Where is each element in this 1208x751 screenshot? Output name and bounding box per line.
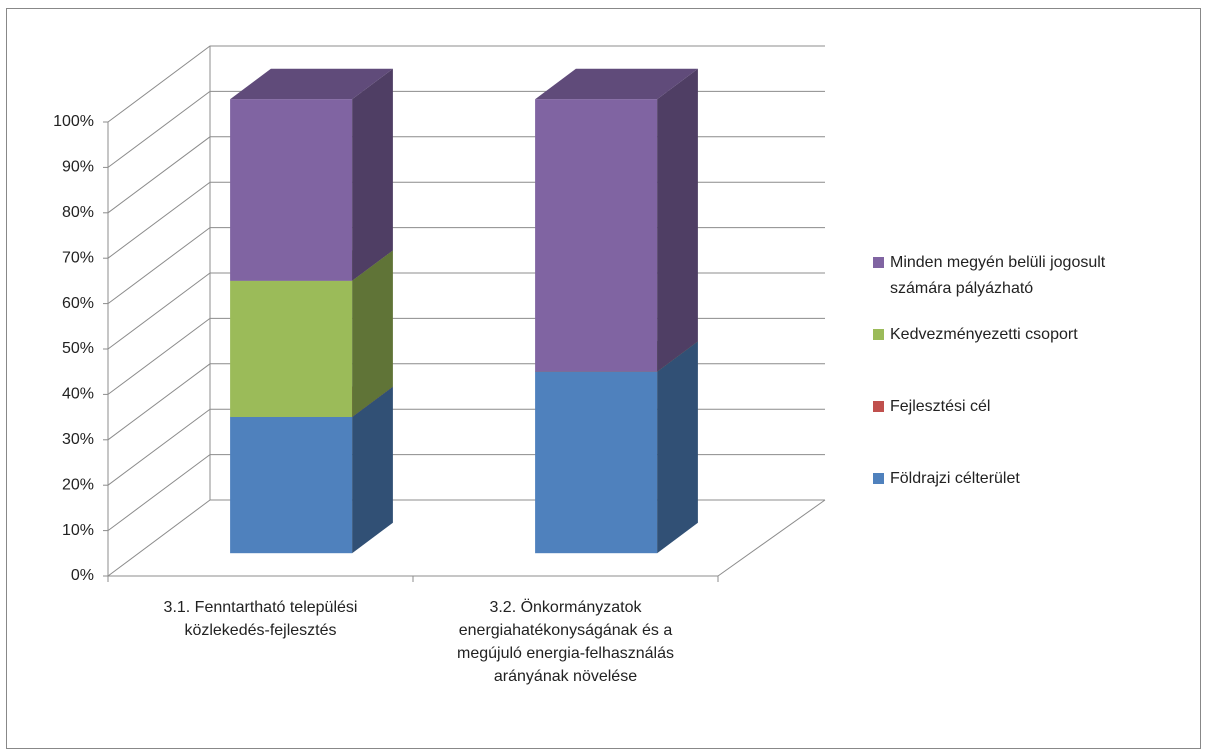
bar [230,417,353,554]
legend-label: Földrajzi célterület [890,470,1020,487]
y-tick-label: 20% [62,476,94,493]
bar-side [657,341,698,554]
bar [535,99,658,372]
axis [717,499,826,577]
legend-swatch [873,473,884,484]
legend-swatch [873,329,884,340]
y-tick-label: 30% [62,431,94,448]
legend-label: Fejlesztési cél [890,398,991,415]
y-tick-label: 0% [71,567,94,584]
x-tick-label: 3.2. Önkormányzatok energiahatékonyságán… [456,599,675,685]
y-tick-label: 40% [62,386,94,403]
bar-side [352,250,393,417]
legend-swatch [873,257,884,268]
grid-line [107,45,825,123]
bar [230,280,353,417]
bar-side [352,386,393,554]
legend-label: Minden megyén belüli jogosult számára pá… [890,254,1106,297]
y-tick-label: 70% [62,249,94,266]
y-tick-label: 80% [62,204,94,221]
bar [230,99,353,281]
legend-label: Kedvezményezetti csoport [890,326,1078,343]
bar-side [352,68,393,281]
bar-top [230,68,393,100]
bar-side [657,68,698,372]
bar-top [535,68,698,100]
y-tick-label: 90% [62,159,94,176]
y-tick-label: 10% [62,522,94,539]
legend-swatch [873,401,884,412]
y-tick-label: 100% [53,113,94,130]
y-tick-label: 60% [62,295,94,312]
bar [535,371,658,554]
x-tick-label: 3.1. Fenntartható települési közlekedés-… [163,599,358,639]
y-tick-label: 50% [62,340,94,357]
